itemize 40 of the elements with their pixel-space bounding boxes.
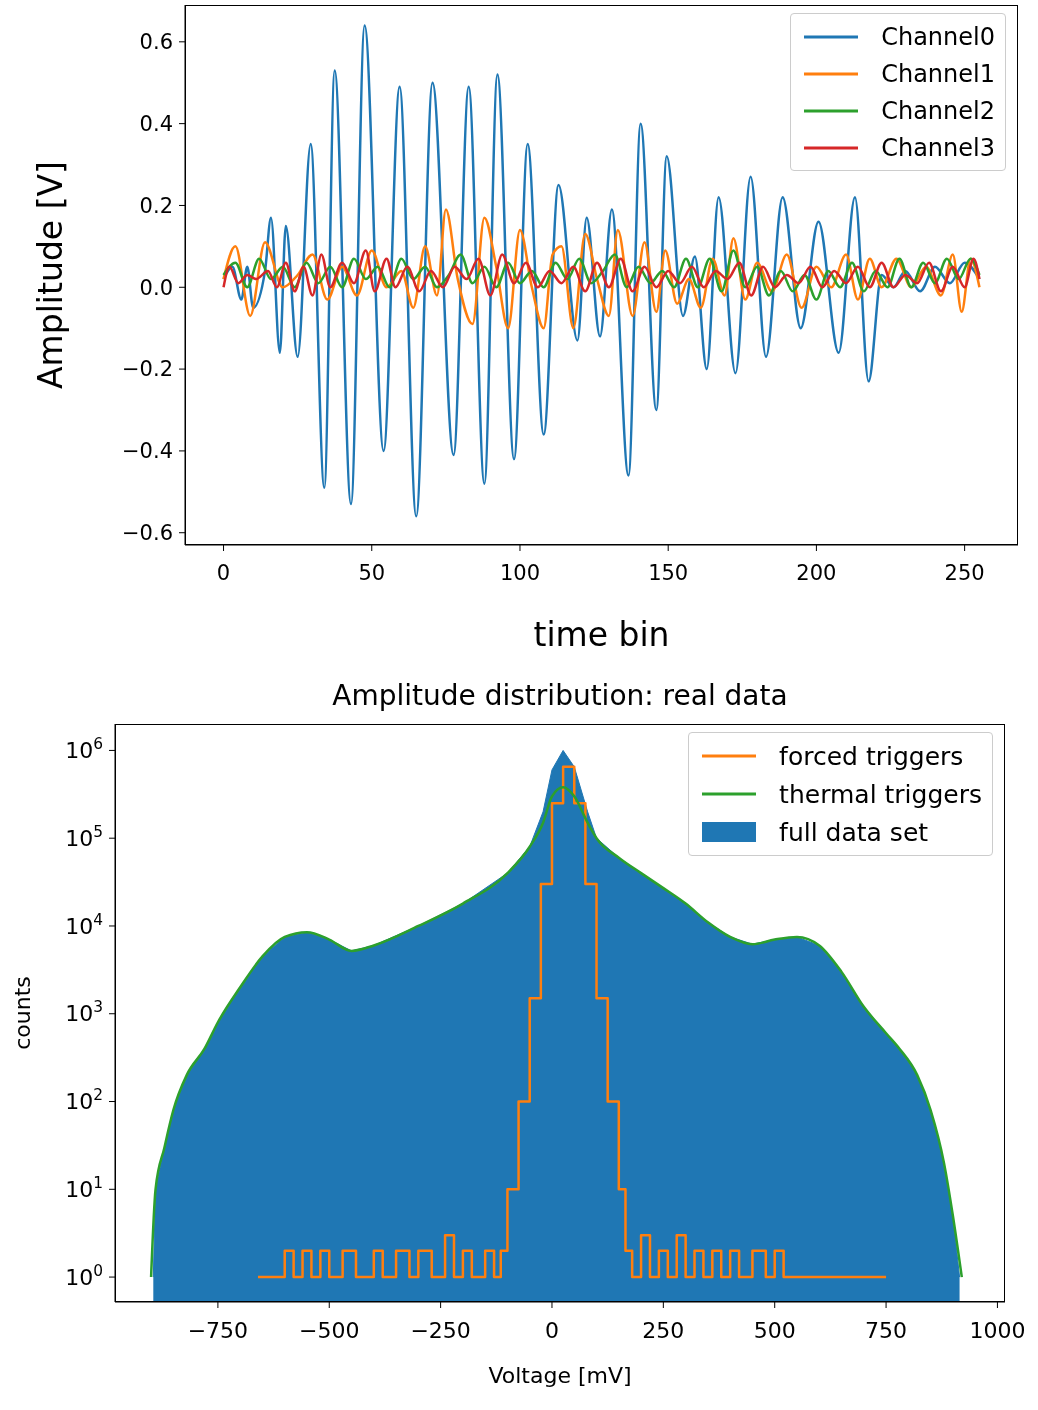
y-tick-label: 10$^{3}$ — [65, 998, 103, 1027]
legend-label: Channel0 — [881, 22, 995, 51]
x-tick-label: 0 — [216, 561, 231, 585]
y-tick-label: 10$^{2}$ — [65, 1086, 103, 1115]
legend-label: Channel1 — [881, 59, 995, 88]
y-tick-label: 10$^{6}$ — [65, 735, 103, 764]
legend-label: forced triggers — [779, 741, 964, 771]
x-tick-label: −250 — [410, 1318, 471, 1343]
y-tick-label: 10$^{4}$ — [65, 910, 103, 939]
y-axis-title: counts — [9, 976, 35, 1050]
x-tick-label: −750 — [187, 1318, 249, 1343]
y-tick-label: 10$^{5}$ — [65, 822, 103, 851]
x-tick-label: 1000 — [969, 1318, 1026, 1343]
x-axis-title: Voltage [mV] — [488, 1363, 632, 1388]
x-tick-label: −500 — [299, 1318, 360, 1343]
y-tick-label: −0.6 — [122, 521, 173, 546]
x-tick-label: 200 — [796, 561, 837, 585]
x-tick-label: 250 — [642, 1318, 685, 1343]
x-tick-label: 500 — [753, 1318, 796, 1343]
y-tick-label: 0.4 — [139, 111, 173, 136]
x-tick-label: 100 — [499, 561, 541, 585]
y-tick-label: −0.4 — [122, 439, 173, 464]
legend-label: Channel2 — [881, 96, 995, 125]
y-tick-label: −0.2 — [122, 357, 173, 382]
y-tick-label: 0.6 — [139, 30, 173, 55]
y-tick-label: 0.2 — [139, 193, 173, 218]
x-tick-label: 750 — [865, 1318, 908, 1343]
y-tick-label: 0.0 — [139, 275, 173, 300]
x-tick-label: 250 — [944, 561, 985, 585]
legend-label: Channel3 — [881, 133, 995, 162]
x-tick-label: 50 — [358, 561, 386, 585]
legend-label: full data set — [779, 817, 929, 847]
legend-label: thermal triggers — [779, 779, 982, 809]
x-tick-label: 150 — [648, 561, 689, 585]
x-tick-label: 0 — [544, 1318, 559, 1343]
y-axis-title: Amplitude [V] — [30, 161, 70, 389]
y-tick-label: 10$^{0}$ — [65, 1261, 103, 1290]
chart-title: Amplitude distribution: real data — [331, 678, 789, 714]
y-tick-label: 10$^{1}$ — [65, 1174, 103, 1202]
x-axis-title: time bin — [533, 615, 670, 654]
